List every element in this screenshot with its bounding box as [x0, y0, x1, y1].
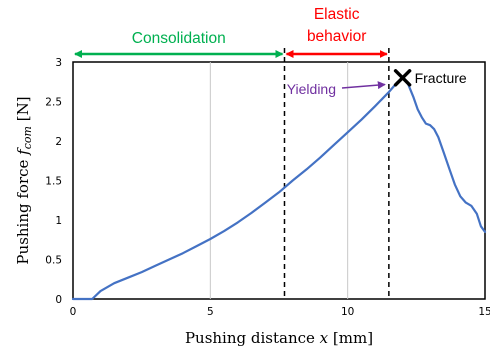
annotation-yielding: Yielding [287, 81, 336, 97]
plot-frame [72, 61, 486, 300]
y-axis-title-var: f [14, 147, 32, 156]
x-tick-label: 15 [478, 306, 490, 318]
phase-label-behavior: behavior [307, 28, 366, 45]
phase-boundary-lines [283, 48, 390, 299]
y-axis-title-sub: com [21, 126, 34, 149]
phase-label-elastic: Elastic [314, 6, 360, 23]
phase-label-consolidation: Consolidation [132, 30, 226, 47]
annotation-yielding-arrow [341, 81, 386, 90]
y-tick-label: 3 [55, 57, 62, 69]
y-axis-title: Pushing force fcom [N] [14, 96, 34, 264]
y-tick-labels: 0 0.5 1 1.5 2 2.5 3 [45, 57, 62, 306]
x-tick-label: 5 [207, 306, 214, 318]
y-axis-title-prefix: Pushing force [14, 155, 32, 265]
y-tick-label: 0 [55, 294, 62, 306]
y-tick-label: 0.5 [45, 255, 62, 267]
x-axis-title-var: x [320, 329, 329, 347]
y-tick-label: 1.5 [45, 176, 62, 188]
y-axis-title-unit: [N] [14, 96, 32, 126]
fracture-x-icon [393, 69, 412, 87]
x-tick-labels: 0 5 10 15 [70, 306, 490, 318]
grid-lines [209, 62, 349, 299]
y-tick-label: 2 [55, 136, 62, 148]
y-tick-label: 2.5 [45, 97, 62, 109]
x-axis-title-prefix: Pushing distance [185, 329, 320, 347]
annotation-fracture: Fracture [415, 70, 467, 86]
x-axis-title-unit: [mm] [328, 329, 373, 347]
data-series [71, 76, 487, 301]
x-tick-label: 0 [70, 306, 77, 318]
x-tick-label: 10 [341, 306, 354, 318]
force-curve-line [71, 76, 487, 301]
y-tick-label: 1 [55, 215, 62, 227]
fracture-x-stroke [393, 69, 412, 87]
x-axis-title: Pushing distance x [mm] [185, 329, 373, 347]
